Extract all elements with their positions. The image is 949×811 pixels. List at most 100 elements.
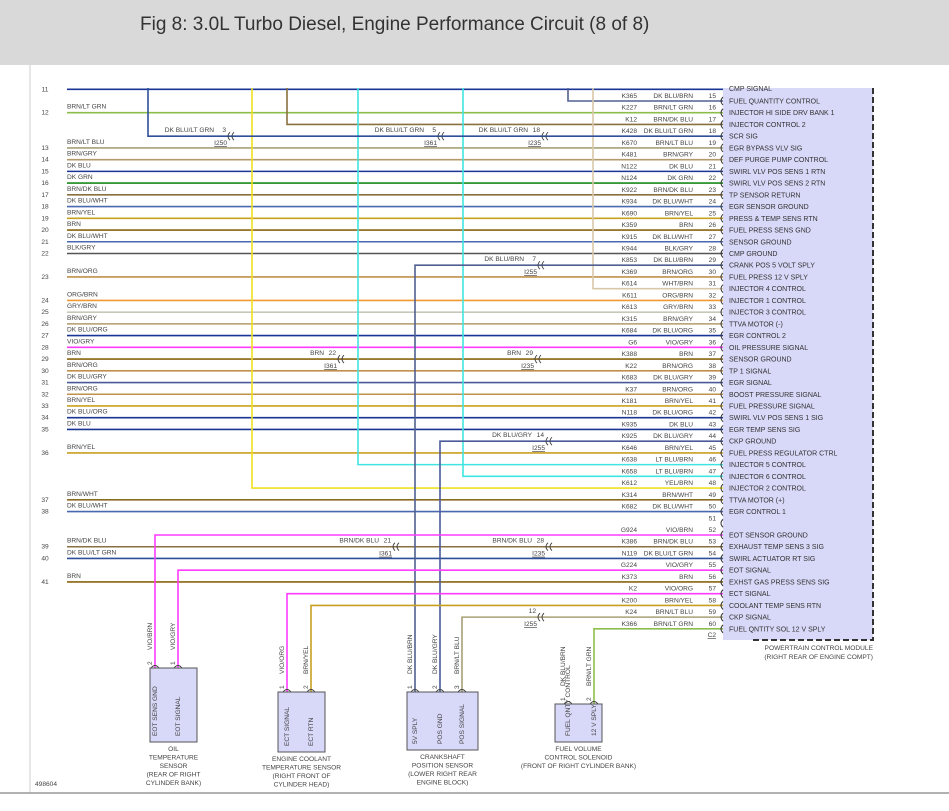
- pin-function: EOT SENSOR GROUND: [729, 533, 808, 540]
- pin-function: FUEL QNTITY SOL 12 V SPLY: [729, 626, 826, 633]
- wire-color-label: GRY/BRN: [663, 304, 693, 311]
- wire-color-label: DK BLU/ORG: [67, 409, 108, 416]
- wire-color-label: DK BLU/GRY: [653, 433, 693, 440]
- sensor-pin-number: 3: [454, 685, 461, 689]
- wire-color-label: DK BLU/ORG: [67, 327, 108, 334]
- wire-color-label: BRN/LT BLU: [656, 609, 694, 616]
- pin-number: 33: [709, 304, 717, 311]
- pin-function: DEF PURGE PUMP CONTROL: [729, 157, 828, 164]
- pin-number: 35: [709, 328, 717, 335]
- inline-connector-icon: [392, 542, 400, 552]
- pin-function: SENSOR GROUND: [729, 357, 792, 364]
- sensor-name: OIL: [168, 746, 179, 753]
- circuit-number: K683: [622, 375, 638, 382]
- circuit-number: K365: [622, 93, 638, 100]
- wire-color-label: BRN: [67, 573, 81, 580]
- row-number: 39: [41, 544, 49, 551]
- splice-connector-id: I255: [524, 269, 537, 276]
- pin-number: 23: [709, 187, 717, 194]
- wire-color-label: ORG/BRN: [67, 291, 98, 298]
- pin-number: 45: [709, 445, 717, 452]
- sensor-pin-number: 1: [407, 685, 414, 689]
- splice-wire-label: BRN/DK BLU: [492, 538, 532, 545]
- connector-pin-icon: [720, 612, 724, 622]
- row-number: 36: [41, 450, 49, 457]
- circuit-number: K613: [622, 304, 638, 311]
- pin-function: EOT SIGNAL: [729, 568, 771, 575]
- wire-color-label: BRN/ORG: [67, 362, 98, 369]
- connector-pin-icon: [720, 237, 724, 247]
- wire-color-label: BRN/WHT: [662, 492, 693, 499]
- pin-function: FUEL PRESSURE SIGNAL: [729, 403, 815, 410]
- row-number: 16: [41, 180, 49, 187]
- pin-function-partial: CMP SIGNAL: [729, 86, 772, 93]
- wire-color-label: BRN/YEL: [665, 210, 694, 217]
- sensor-pin-number: 1: [279, 685, 286, 689]
- wire-color-label: BRN/GRY: [663, 152, 694, 159]
- pcm-box: [723, 88, 873, 640]
- connector-pin-icon: [720, 284, 724, 294]
- wire-color-label: BRN/YEL: [67, 209, 96, 216]
- sensor-name: POSITION SENSOR: [412, 763, 473, 770]
- row-number: 37: [41, 497, 49, 504]
- circuit-number: K658: [622, 468, 638, 475]
- figure-title: Fig 8: 3.0L Turbo Diesel, Engine Perform…: [140, 14, 650, 35]
- circuit-number: K200: [622, 597, 638, 604]
- wire-color-label: BRN/YEL: [665, 445, 694, 452]
- wire: [592, 88, 723, 290]
- sensor-wire-label: VIO/BRN: [147, 623, 154, 650]
- inline-connector-icon: [537, 260, 545, 270]
- pin-number: 30: [709, 269, 717, 276]
- row-number: 12: [41, 110, 49, 117]
- row-number: 19: [41, 215, 49, 222]
- wire-color-label: VIO/GRY: [666, 562, 694, 569]
- connector-pin-icon: [720, 331, 724, 340]
- wire: [286, 592, 723, 692]
- pin-number: 47: [709, 468, 717, 475]
- wire-color-label: BRN/DK BLU: [67, 538, 107, 545]
- connector-pin-icon: [720, 436, 724, 446]
- sensor-wire-label: VIO/ORG: [279, 646, 286, 674]
- splice-connector-id: I250: [214, 140, 227, 147]
- pin-function: EXHAUST TEMP SENS 3 SIG: [729, 544, 824, 551]
- pin-number: 34: [709, 316, 717, 323]
- wire-color-label: BRN/ORG: [67, 385, 98, 392]
- row-number: 18: [41, 204, 49, 211]
- circuit-number: K614: [622, 281, 638, 288]
- row-number: 38: [41, 509, 49, 516]
- pin-function: SWIRL VLV POS SENS 2 RTN: [729, 181, 825, 188]
- sensor-name: FUEL VOLUME: [555, 746, 602, 753]
- circuit-number: K935: [622, 421, 638, 428]
- inline-connector-icon: [541, 131, 549, 141]
- pin-number: 48: [709, 480, 717, 487]
- splice-number: 28: [537, 538, 545, 545]
- wire-color-label: BRN/ORG: [67, 268, 98, 275]
- pin-function: FUEL PRESS SENS GND: [729, 228, 811, 235]
- wire-color-label: VIO/BRN: [666, 527, 693, 534]
- splice-connector-id: I255: [524, 621, 537, 628]
- wire-color-label: BRN/YEL: [67, 444, 96, 451]
- sensor-pin-function: EOT SENS GND: [152, 686, 159, 736]
- row-number: 29: [41, 356, 49, 363]
- circuit-number: K853: [622, 257, 638, 264]
- sensor-name: TEMPERATURE SENSOR: [262, 765, 341, 772]
- pin-function: TP 1 SIGNAL: [729, 368, 771, 375]
- wire-color-label: DK BLU/WHT: [652, 504, 693, 511]
- pin-function: INJECTOR CONTROL 2: [729, 122, 806, 129]
- wire-color-label: BRN/DK BLU: [653, 187, 693, 194]
- wire-color-label: VIO/GRY: [67, 338, 95, 345]
- pin-number: 28: [709, 245, 717, 252]
- connector-pin-icon: [720, 530, 724, 540]
- wire-color-label: BRN/DK BLU: [67, 186, 107, 193]
- sensor-pin-number: 2: [432, 685, 439, 689]
- pin-number: 56: [709, 574, 717, 581]
- pin-function: SWIRL VLV POS SENS 1 RTN: [729, 169, 825, 176]
- wire: [414, 264, 723, 692]
- wire-color-label: DK BLU/LT GRN: [67, 549, 116, 556]
- pin-function: INJECTOR 1 CONTROL: [729, 298, 806, 305]
- connector-pin-icon: [720, 296, 724, 305]
- wire-color-label: BRN/LT BLU: [67, 139, 105, 146]
- pin-number: 59: [709, 609, 717, 616]
- wire-color-label: DK GRN: [667, 175, 693, 182]
- sensor-location: (FRONT OF RIGHT CYLINDER BANK): [521, 763, 636, 770]
